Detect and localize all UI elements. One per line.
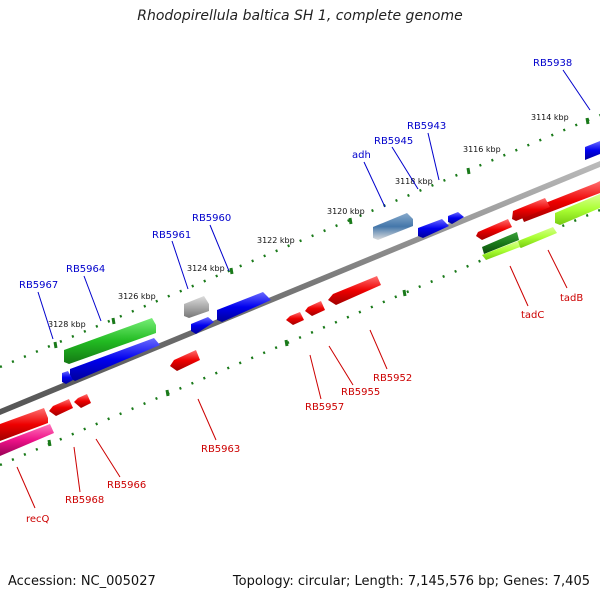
ruler-label: 3128 kbp	[48, 320, 86, 329]
gene-label-rb5960: RB5960	[192, 213, 231, 224]
gene-adh[interactable]	[373, 213, 413, 240]
topology-summary: Topology: circular; Length: 7,145,576 bp…	[232, 574, 590, 589]
ruler-label: 3116 kbp	[463, 145, 501, 154]
gene-label-rb5938: RB5938	[533, 58, 572, 69]
accession-text: Accession: NC_005027	[8, 574, 156, 589]
gene-rb5950-lime[interactable]	[482, 241, 520, 260]
gene-label-tadc: tadC	[521, 310, 544, 321]
gene-label-rb5967: RB5967	[19, 280, 58, 291]
gene-rb5945[interactable]	[418, 219, 449, 238]
gene-rb5961[interactable]	[184, 296, 209, 318]
gene-label-rb5968: RB5968	[65, 495, 104, 506]
gene-rb5964[interactable]	[64, 318, 156, 364]
ruler-label: 3114 kbp	[531, 113, 569, 122]
leader-lines-forward	[37, 69, 591, 340]
gene-rb5968[interactable]	[49, 399, 73, 416]
gene-label-rb5957: RB5957	[305, 402, 344, 413]
gene-label-rb5961: RB5961	[152, 230, 191, 241]
ruler-track-lower	[0, 208, 600, 467]
gene-label-rb5952: RB5952	[373, 373, 412, 384]
gene-label-adh: adh	[352, 150, 371, 161]
gene-tadc[interactable]	[512, 198, 550, 221]
gene-tadb-lime[interactable]	[555, 194, 600, 225]
gene-rb5964b[interactable]	[70, 338, 160, 381]
gene-recq-red[interactable]	[0, 408, 48, 441]
gene-rb5967[interactable]	[62, 371, 73, 384]
ruler-label: 3120 kbp	[327, 207, 365, 216]
genome-title: Rhodopirellula baltica SH 1, complete ge…	[137, 8, 463, 24]
gene-rb5950-green[interactable]	[482, 232, 519, 254]
gene-tadb[interactable]	[520, 181, 600, 222]
gene-label-recq: recQ	[26, 514, 50, 525]
gene-rb5957[interactable]	[286, 312, 304, 325]
gene-rb5963[interactable]	[170, 350, 200, 371]
gene-rb5966[interactable]	[74, 394, 91, 408]
ruler-track-upper	[0, 113, 600, 369]
ruler-major-ticks	[53, 117, 590, 349]
leader-lines-reverse	[16, 249, 568, 509]
genome-backbone	[0, 161, 600, 415]
gene-label-rb5963: RB5963	[201, 444, 240, 455]
gene-rb5955[interactable]	[305, 301, 325, 316]
gene-label-rb5964: RB5964	[66, 264, 105, 275]
ruler-label: 3122 kbp	[257, 236, 295, 245]
gene-label-rb5966: RB5966	[107, 480, 146, 491]
gene-label-rb5955: RB5955	[341, 387, 380, 398]
gene-rb5952[interactable]	[328, 276, 381, 305]
gene-recq-magenta[interactable]	[0, 424, 54, 456]
gene-label-rb5945: RB5945	[374, 136, 413, 147]
gene-label-tadb: tadB	[560, 293, 583, 304]
forward-strand-genes	[62, 141, 600, 384]
gene-label-rb5943: RB5943	[407, 121, 446, 132]
ruler-label: 3126 kbp	[118, 292, 156, 301]
gene-tadc-lime[interactable]	[518, 227, 557, 248]
gene-rb5960[interactable]	[217, 292, 271, 322]
gene-rb5950[interactable]	[476, 219, 512, 240]
gene-rb5938[interactable]	[585, 141, 600, 160]
gene-rb5961b[interactable]	[191, 317, 214, 334]
ruler-label: 3124 kbp	[187, 264, 225, 273]
gene-rb5943[interactable]	[448, 212, 464, 224]
reverse-strand-genes	[0, 181, 600, 456]
